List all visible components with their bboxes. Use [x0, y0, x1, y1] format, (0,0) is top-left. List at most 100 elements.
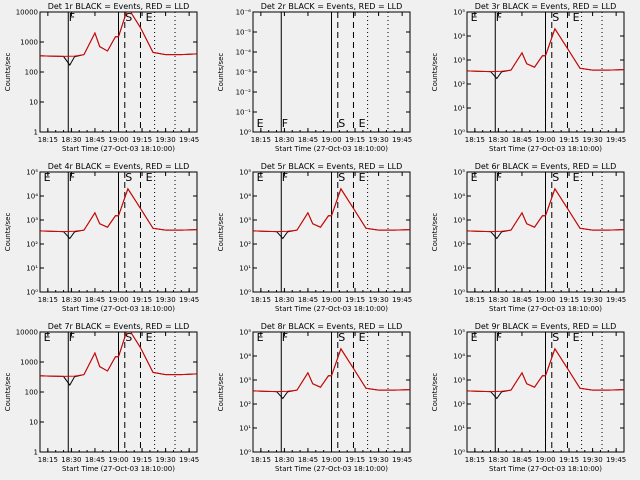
x-tick-label: 18:15: [251, 456, 271, 464]
x-tick-label: 19:15: [559, 296, 579, 304]
y-tick-label: 10³: [239, 217, 251, 225]
segment-marker: E: [471, 171, 478, 184]
x-tick-label: 19:00: [108, 456, 128, 464]
x-tick-label: 19:00: [535, 456, 555, 464]
segment-marker: E: [573, 331, 580, 344]
segment-marker: E: [257, 331, 264, 344]
segment-marker: S: [552, 171, 559, 184]
x-tick-label: 19:45: [392, 456, 412, 464]
x-tick-label: 18:30: [488, 456, 508, 464]
x-tick-label: 18:45: [298, 296, 318, 304]
y-tick-label: 10⁰: [453, 289, 465, 297]
segment-marker: S: [125, 11, 132, 24]
x-tick-label: 18:15: [38, 136, 58, 144]
y-tick-label: 10⁰: [26, 289, 38, 297]
x-tick-label: 18:30: [488, 136, 508, 144]
y-tick-label: 10⁵: [453, 329, 465, 337]
x-tick-label: 18:45: [512, 136, 532, 144]
lld-series-line: [40, 332, 197, 377]
y-tick-label: 10³: [26, 217, 38, 225]
segment-marker: E: [359, 117, 366, 130]
y-axis-label: Counts/sec: [431, 53, 439, 92]
segment-marker: E: [146, 171, 153, 184]
x-tick-label: 19:45: [606, 296, 626, 304]
x-tick-label: 19:30: [369, 136, 389, 144]
y-tick-label: 100: [25, 389, 38, 397]
y-tick-label: 10²: [239, 401, 251, 409]
segment-marker: F: [69, 11, 75, 24]
x-tick-label: 19:15: [345, 136, 365, 144]
y-tick-label: 10⁰: [239, 449, 251, 457]
y-axis-label: Counts/sec: [217, 373, 225, 412]
x-tick-label: 19:15: [132, 296, 152, 304]
x-tick-label: 19:15: [559, 456, 579, 464]
x-tick-label: 18:30: [274, 456, 294, 464]
x-tick-label: 19:45: [606, 456, 626, 464]
segment-marker: F: [69, 171, 75, 184]
x-axis-label: Start Time (27-Oct-03 18:10:00): [489, 145, 602, 153]
y-tick-label: 10⁰: [453, 449, 465, 457]
x-tick-label: 19:30: [369, 296, 389, 304]
y-tick-label: 10⁵: [453, 9, 465, 17]
x-tick-label: 19:00: [108, 296, 128, 304]
segment-marker: S: [552, 11, 559, 24]
y-tick-label: 10⁰: [239, 289, 251, 297]
segment-marker: S: [338, 171, 345, 184]
y-tick-label: 10⁻⁴: [236, 49, 252, 57]
lld-series-line: [253, 187, 410, 233]
x-tick-label: 18:15: [465, 296, 485, 304]
x-tick-label: 19:00: [535, 136, 555, 144]
x-tick-label: 18:30: [61, 456, 81, 464]
segment-marker: F: [496, 331, 502, 344]
y-axis-label: Counts/sec: [4, 53, 12, 92]
y-tick-label: 1: [34, 129, 38, 137]
x-axis-label: Start Time (27-Oct-03 18:10:00): [275, 465, 388, 473]
panel-det-7: Det 7r BLACK = Events, RED = LLD 18:15 18:…: [4, 322, 199, 473]
segment-marker: E: [359, 171, 366, 184]
x-tick-label: 19:15: [345, 296, 365, 304]
y-tick-label: 10⁴: [239, 353, 251, 361]
lld-series-line: [40, 187, 197, 233]
y-tick-label: 10⁻³: [236, 69, 252, 77]
x-tick-label: 19:15: [345, 456, 365, 464]
x-axis-label: Start Time (27-Oct-03 18:10:00): [489, 465, 602, 473]
y-tick-label: 10³: [239, 377, 251, 385]
x-tick-label: 18:45: [85, 136, 105, 144]
segment-marker: E: [573, 11, 580, 24]
panel-title: Det 7r BLACK = Events, RED = LLD: [48, 322, 190, 331]
x-tick-label: 19:00: [535, 296, 555, 304]
x-tick-label: 19:45: [179, 136, 199, 144]
x-tick-label: 18:15: [38, 456, 58, 464]
lld-series-line: [40, 12, 197, 57]
x-tick-label: 19:15: [132, 136, 152, 144]
segment-marker: S: [125, 171, 132, 184]
y-tick-label: 10²: [453, 81, 465, 89]
y-tick-label: 10⁵: [453, 169, 465, 177]
y-tick-label: 10²: [26, 241, 38, 249]
x-tick-label: 18:15: [38, 296, 58, 304]
x-tick-label: 18:45: [298, 136, 318, 144]
y-tick-label: 10²: [239, 241, 251, 249]
x-tick-label: 19:15: [132, 456, 152, 464]
panel-title: Det 9r BLACK = Events, RED = LLD: [475, 322, 617, 331]
segment-marker: E: [257, 117, 264, 130]
y-axis-label: Counts/sec: [4, 213, 12, 252]
x-tick-label: 19:00: [321, 456, 341, 464]
segment-marker: F: [282, 171, 288, 184]
x-tick-label: 18:15: [251, 136, 271, 144]
x-tick-label: 19:30: [583, 136, 603, 144]
x-tick-label: 18:45: [512, 456, 532, 464]
y-tick-label: 10: [29, 99, 38, 107]
y-axis-label: Counts/sec: [431, 213, 439, 252]
x-tick-label: 18:30: [61, 136, 81, 144]
segment-marker: F: [282, 331, 288, 344]
y-tick-label: 10⁰: [453, 129, 465, 137]
x-tick-label: 19:30: [156, 456, 176, 464]
segment-marker: E: [359, 331, 366, 344]
segment-marker: E: [471, 331, 478, 344]
